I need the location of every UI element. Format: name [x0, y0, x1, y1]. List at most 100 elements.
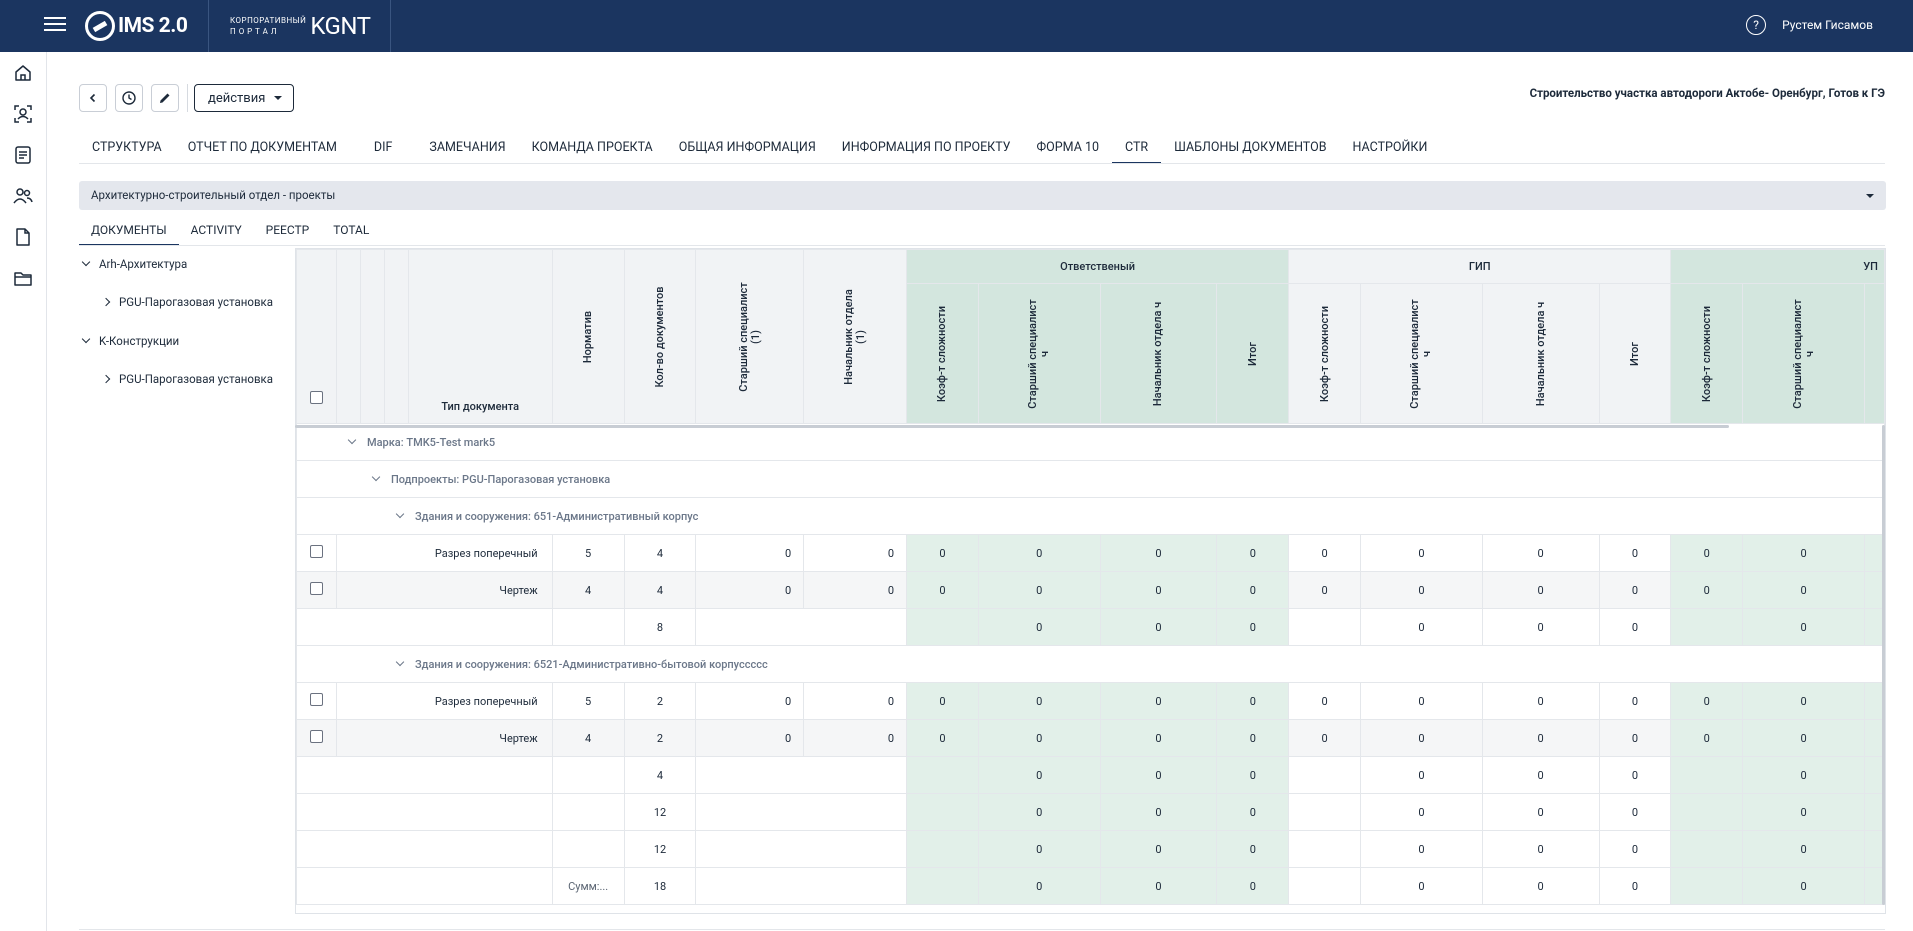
horizontal-scrollbar[interactable] — [295, 425, 1729, 428]
row-checkbox[interactable] — [309, 730, 323, 743]
tab-form-10[interactable]: ФОРМА 10 — [1036, 140, 1099, 155]
vertical-scrollbar[interactable] — [1882, 425, 1885, 905]
column-header-department-head[interactable]: Начальник отдела (1) — [803, 249, 907, 424]
select-all-checkbox[interactable] — [309, 391, 323, 404]
value-cell[interactable]: 0 — [1216, 534, 1290, 572]
column-header-senior-specialist[interactable]: Старший специалист (1) — [695, 249, 805, 424]
value-cell[interactable]: 0 — [1598, 719, 1672, 757]
group-row-subproject[interactable]: Подпроекты: PGU-Парогазовая установка — [296, 460, 1885, 498]
value-cell[interactable]: 0 — [1360, 719, 1483, 757]
value-cell[interactable]: 0 — [1360, 534, 1483, 572]
value-cell[interactable]: 0 — [977, 719, 1101, 757]
table-row[interactable]: Чертеж 4 2 0 0 0 0 0 0 0 0 0 0 0 0 — [296, 719, 1885, 757]
home-icon[interactable] — [12, 62, 34, 84]
actions-dropdown[interactable]: действия — [194, 84, 295, 112]
value-cell[interactable]: 0 — [1099, 682, 1218, 720]
tab-structure[interactable]: СТРУКТУРА — [92, 140, 162, 155]
tab-settings[interactable]: НАСТРОЙКИ — [1352, 140, 1428, 155]
value-cell[interactable]: 0 — [1288, 719, 1362, 757]
chevron-right-icon[interactable] — [101, 297, 111, 307]
user-menu[interactable]: ? Рустем Гисамов — [1746, 15, 1873, 35]
tree-node[interactable]: K-Конструкции — [81, 334, 179, 348]
subtab-registry[interactable]: РЕЕСТР — [265, 223, 310, 237]
group-row-marka[interactable]: Марка: TMK5-Test mark5 — [296, 423, 1885, 461]
subtab-documents[interactable]: ДОКУМЕНТЫ — [79, 216, 179, 246]
value-cell[interactable]: 0 — [1670, 571, 1744, 609]
tab-general-info[interactable]: ОБЩАЯ ИНФОРМАЦИЯ — [678, 140, 816, 155]
row-checkbox[interactable] — [309, 693, 323, 706]
value-cell[interactable]: 0 — [1670, 682, 1744, 720]
chevron-down-icon[interactable] — [395, 657, 405, 666]
column-header-total[interactable]: Итог — [1598, 283, 1672, 424]
value-cell[interactable]: 0 — [977, 534, 1101, 572]
value-cell[interactable]: 0 — [906, 534, 979, 572]
column-header-total[interactable]: Итог — [1216, 283, 1290, 424]
group-row-building[interactable]: Здания и сооружения: 6521-Административн… — [296, 645, 1885, 683]
column-header-senior-hours[interactable]: Старший специалист ч — [1360, 283, 1483, 424]
tab-project-info[interactable]: ИНФОРМАЦИЯ ПО ПРОЕКТУ — [841, 140, 1011, 155]
value-cell[interactable]: 0 — [1598, 682, 1672, 720]
back-button[interactable] — [79, 84, 107, 112]
column-header-koef[interactable]: Коэф-т сложности — [1670, 283, 1744, 424]
value-cell[interactable]: 0 — [977, 571, 1101, 609]
help-icon[interactable]: ? — [1746, 15, 1767, 35]
folder-icon[interactable] — [12, 267, 34, 289]
group-row-building[interactable]: Здания и сооружения: 651-Административны… — [296, 497, 1885, 535]
value-cell[interactable]: 0 — [1742, 682, 1865, 720]
chevron-down-icon[interactable] — [371, 472, 381, 481]
table-row[interactable]: Разрез поперечный 5 4 0 0 0 0 0 0 0 0 0 0 0 0 — [296, 534, 1885, 572]
tab-document-templates[interactable]: ШАБЛОНЫ ДОКУМЕНТОВ — [1174, 140, 1327, 155]
users-icon[interactable] — [12, 185, 34, 207]
tab-dif[interactable]: DIF — [373, 140, 393, 155]
face-recognition-icon[interactable] — [12, 103, 34, 125]
tree-node[interactable]: PGU-Парогазовая установка — [101, 372, 273, 386]
value-cell[interactable]: 0 — [1099, 534, 1218, 572]
column-header-head-hours[interactable]: Начальник отдела ч — [1099, 283, 1218, 424]
column-header-koef[interactable]: Коэф-т сложности — [906, 283, 979, 424]
chevron-down-icon[interactable] — [395, 509, 405, 518]
tree-node[interactable]: PGU-Парогазовая установка — [101, 295, 273, 309]
value-cell[interactable]: 0 — [906, 682, 979, 720]
table-row[interactable]: Разрез поперечный 5 2 0 0 0 0 0 0 0 0 0 0 0 0 — [296, 682, 1885, 720]
chevron-right-icon[interactable] — [101, 374, 111, 384]
value-cell[interactable]: 0 — [1481, 719, 1600, 757]
value-cell[interactable]: 0 — [1216, 719, 1290, 757]
tab-document-report[interactable]: ОТЧЕТ ПО ДОКУМЕНТАМ — [187, 140, 337, 155]
user-name[interactable]: Рустем Гисамов — [1782, 18, 1873, 32]
column-header-doc-count[interactable]: Кол-во документов — [623, 249, 697, 424]
tree-node[interactable]: Arh-Архитектура — [81, 257, 187, 271]
value-cell[interactable]: 0 — [1598, 534, 1672, 572]
subtab-total[interactable]: TOTAL — [333, 223, 370, 237]
chevron-down-icon[interactable] — [347, 435, 357, 444]
column-header-norm[interactable]: Норматив — [551, 249, 625, 424]
value-cell[interactable]: 0 — [1742, 719, 1865, 757]
menu-icon[interactable] — [44, 17, 66, 35]
value-cell[interactable]: 0 — [1742, 534, 1865, 572]
value-cell[interactable]: 0 — [1360, 682, 1483, 720]
row-checkbox[interactable] — [309, 582, 323, 595]
value-cell[interactable]: 0 — [1099, 719, 1218, 757]
edit-button[interactable] — [151, 84, 179, 112]
value-cell[interactable]: 0 — [1216, 571, 1290, 609]
value-cell[interactable]: 0 — [1598, 571, 1672, 609]
subtab-activity[interactable]: ACTIVITY — [190, 223, 242, 237]
value-cell[interactable]: 0 — [906, 719, 979, 757]
value-cell[interactable]: 0 — [977, 682, 1101, 720]
column-header-head-hours[interactable]: Начальник отдела ч — [1481, 283, 1600, 424]
value-cell[interactable]: 0 — [906, 571, 979, 609]
history-button[interactable] — [115, 84, 143, 112]
tab-remarks[interactable]: ЗАМЕЧАНИЯ — [429, 140, 506, 155]
chevron-down-icon[interactable] — [81, 257, 91, 267]
column-header-senior-hours[interactable]: Старший специалист ч — [1742, 283, 1865, 424]
column-header-senior-hours[interactable]: Старший специалист ч — [977, 283, 1101, 424]
value-cell[interactable]: 0 — [1360, 571, 1483, 609]
value-cell[interactable]: 0 — [1481, 682, 1600, 720]
table-row[interactable]: Чертеж 4 4 0 0 0 0 0 0 0 0 0 0 0 0 — [296, 571, 1885, 609]
kgnt-portal-logo[interactable]: КОРПОРАТИВНЫЙ П О Р Т А Л KGNT — [230, 12, 371, 40]
value-cell[interactable]: 0 — [1216, 682, 1290, 720]
ims-logo[interactable]: IMS 2.0 — [85, 11, 188, 41]
department-select[interactable]: Архитектурно-строительный отдел - проект… — [79, 181, 1886, 210]
value-cell[interactable]: 0 — [1288, 534, 1362, 572]
row-checkbox[interactable] — [309, 545, 323, 558]
document-list-icon[interactable] — [12, 144, 34, 166]
